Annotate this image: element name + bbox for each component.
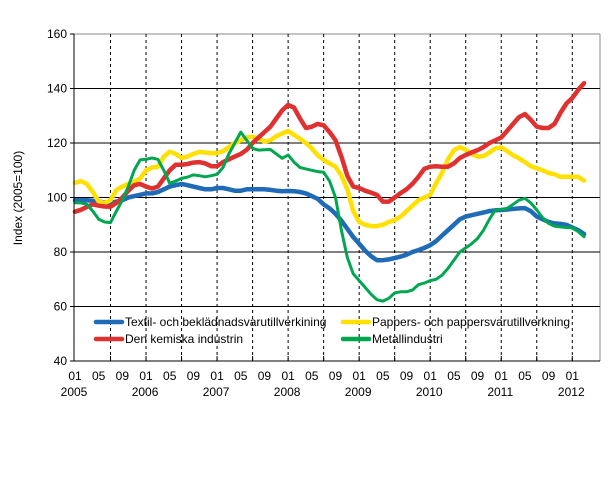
x-year-label: 2011: [487, 385, 513, 399]
legend-label: Textil- och beklädnadsvarutillverkining: [125, 315, 326, 329]
x-tick-label: 05: [376, 369, 390, 383]
x-year-label: 2009: [345, 385, 372, 399]
x-year-label: 2008: [274, 385, 301, 399]
y-tick-label: 60: [54, 300, 68, 314]
y-axis-label: Index (2005=100): [11, 151, 25, 245]
y-tick-label: 140: [47, 82, 67, 96]
x-tick-label: 09: [400, 369, 414, 383]
x-year-label: 2010: [416, 385, 443, 399]
legend: Textil- och beklädnadsvarutillverkining P…: [93, 315, 570, 346]
legend-label: Den kemiska industrin: [125, 332, 243, 346]
x-tick-label: 01: [566, 369, 580, 383]
series-line-3: [73, 130, 586, 303]
series-line-0: [72, 181, 587, 263]
x-tick-label: 01: [495, 369, 509, 383]
x-tick-label: 05: [518, 369, 532, 383]
x-tick-label: 05: [305, 369, 319, 383]
x-tick-label: 01: [352, 369, 366, 383]
legend-label: Metallindustri: [372, 332, 443, 346]
x-tick-label: 01: [210, 369, 224, 383]
x-tick-label: 09: [258, 369, 272, 383]
x-tick-label: 09: [471, 369, 485, 383]
x-tick-label: 01: [139, 369, 153, 383]
x-year-label: 2005: [61, 385, 88, 399]
x-tick-label: 01: [68, 369, 82, 383]
y-tick-label: 40: [54, 354, 68, 368]
x-tick-label: 09: [329, 369, 343, 383]
y-tick-label: 100: [47, 191, 67, 205]
x-tick-label: 09: [542, 369, 556, 383]
x-tick-label: 09: [187, 369, 201, 383]
legend-label: Pappers- och pappersvarutillverkning: [372, 315, 570, 329]
x-year-label: 2006: [132, 385, 159, 399]
y-tick-label: 120: [47, 136, 67, 150]
x-tick-label: 05: [447, 369, 461, 383]
x-tick-label: 09: [116, 369, 130, 383]
y-tick-label: 160: [47, 27, 67, 41]
x-tick-label: 01: [424, 369, 438, 383]
series-line-2: [72, 80, 587, 214]
x-year-label: 2012: [558, 385, 585, 399]
x-tick-label: 05: [163, 369, 177, 383]
x-tick-label: 01: [281, 369, 295, 383]
axes: 40 60 80 100 120 140 160 01 05 09 01 05 09 01 05 09 01 05…: [47, 27, 600, 399]
y-tick-label: 80: [54, 245, 68, 259]
x-tick-label: 05: [234, 369, 248, 383]
x-tick-label: 05: [92, 369, 106, 383]
x-year-label: 2007: [203, 385, 230, 399]
series-lines: [72, 80, 587, 303]
